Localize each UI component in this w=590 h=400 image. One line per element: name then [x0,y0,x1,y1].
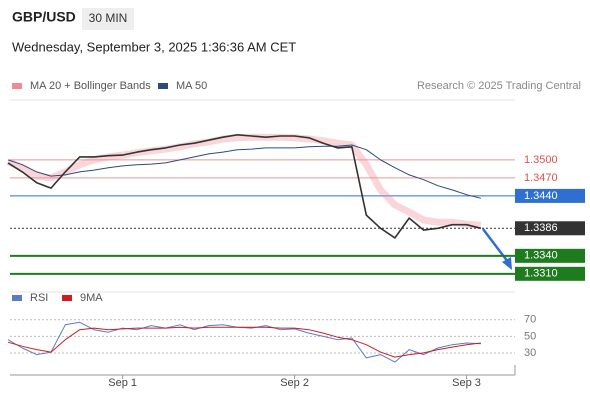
level-label: 1.3470 [524,172,558,184]
forecast-arrow [482,228,509,263]
legend-label: MA 20 + Bollinger Bands [30,80,151,92]
legend-swatch [62,295,72,301]
y-tick-label: 70 [524,314,536,326]
level-box [515,221,585,236]
series-line [7,134,482,239]
level-label: 1.3440 [524,190,558,202]
level-label: 1.3340 [524,250,558,262]
legend-swatch [12,295,22,301]
datetime: Wednesday, September 3, 2025 1:36:36 AM … [12,39,296,54]
legend-swatch [158,83,168,89]
forecast-arrowhead [502,257,512,270]
series-line [7,144,482,199]
series-line [7,326,481,358]
level-box [515,266,585,281]
series-line [6,133,482,229]
legend-swatch [12,83,22,89]
credit: Research © 2025 Trading Central [417,80,581,92]
y-tick-label: 50 [524,330,536,342]
x-tick-label: Sep 2 [280,377,309,389]
level-box [515,188,585,203]
legend-label: MA 50 [176,80,207,92]
series-line [7,321,481,363]
symbol: GBP/USD [12,9,76,25]
level-label: 1.3386 [524,222,558,234]
y-tick-label: 30 [524,347,536,359]
level-box [515,248,585,263]
level-label: 1.3500 [524,154,558,166]
interval: 30 MIN [89,11,128,25]
legend-label: RSI [30,292,48,304]
x-tick-label: Sep 1 [108,377,137,389]
legend-label: 9MA [80,292,103,304]
level-label: 1.3310 [524,268,558,280]
x-tick-label: Sep 3 [452,377,481,389]
interval-box [82,8,134,30]
